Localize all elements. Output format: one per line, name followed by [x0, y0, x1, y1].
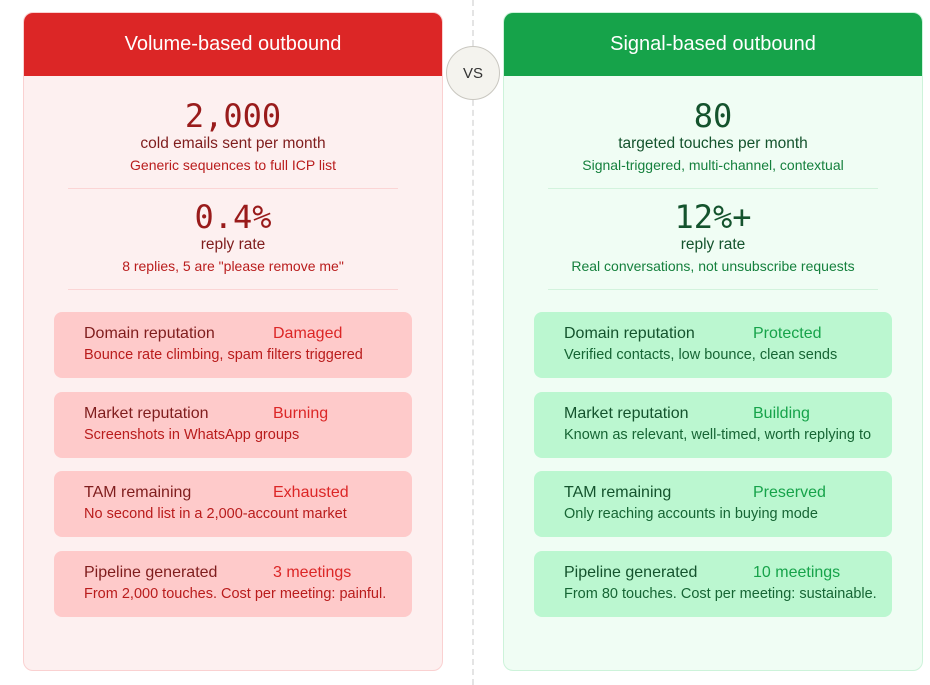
metric-description: Known as relevant, well-timed, worth rep…	[564, 426, 872, 443]
metric-description: No second list in a 2,000-account market	[84, 506, 347, 522]
stat-label: targeted touches per month	[618, 135, 808, 152]
stat-subtext: Signal-triggered, multi-channel, context…	[582, 157, 844, 173]
metric-status: Exhausted	[273, 484, 349, 501]
stat-subtext: Real conversations, not unsubscribe requ…	[571, 258, 855, 274]
metric-status: Protected	[753, 325, 822, 342]
metric-description: From 80 touches. Cost per meeting: susta…	[564, 585, 877, 602]
stat-value: 2,000	[184, 97, 282, 135]
stat-subtext: Generic sequences to full ICP list	[130, 157, 336, 173]
metric-description: Screenshots in WhatsApp groups	[84, 426, 300, 443]
metric-title: Market reputation	[564, 404, 689, 422]
metric-card: Market reputation Building Known as rele…	[534, 391, 892, 458]
metric-status: 10 meetings	[753, 563, 841, 581]
stat-divider	[548, 289, 878, 290]
signal-based-panel: Signal-based outbound 80 targeted touche…	[503, 12, 923, 671]
stat-value: 0.4%	[194, 198, 272, 236]
stat-block: 12%+ reply rate Real conversations, not …	[504, 189, 922, 290]
metric-cards: Domain reputation Damaged Bounce rate cl…	[24, 290, 442, 617]
stat-divider	[68, 289, 398, 290]
stat-divider	[68, 188, 398, 189]
stat-label: cold emails sent per month	[140, 135, 326, 152]
stat-block: 0.4% reply rate 8 replies, 5 are "please…	[24, 189, 442, 290]
metric-cards: Domain reputation Protected Verified con…	[504, 290, 922, 617]
metric-status: Damaged	[273, 325, 343, 342]
metric-title: TAM remaining	[564, 484, 672, 501]
metric-card: Domain reputation Damaged Bounce rate cl…	[54, 312, 412, 378]
metric-status: Preserved	[753, 484, 826, 501]
metric-title: TAM remaining	[84, 484, 192, 501]
metric-card: Market reputation Burning Screenshots in…	[54, 391, 412, 458]
metric-title: Market reputation	[84, 404, 209, 422]
panel-title: Signal-based outbound	[504, 13, 922, 76]
metric-title: Domain reputation	[564, 325, 695, 342]
metric-card: TAM remaining Preserved Only reaching ac…	[534, 471, 892, 537]
metric-status: Burning	[273, 404, 329, 422]
stat-label: reply rate	[680, 236, 746, 253]
metric-card: Domain reputation Protected Verified con…	[534, 312, 892, 378]
metric-description: Bounce rate climbing, spam filters trigg…	[84, 347, 363, 363]
stat-subtext: 8 replies, 5 are "please remove me"	[122, 258, 344, 274]
volume-based-panel: Volume-based outbound 2,000 cold emails …	[23, 12, 443, 671]
metric-card: Pipeline generated 3 meetings From 2,000…	[54, 550, 412, 617]
panel-title: Volume-based outbound	[24, 13, 442, 76]
metric-description: Only reaching accounts in buying mode	[564, 506, 818, 522]
stat-divider	[548, 188, 878, 189]
metric-card: Pipeline generated 10 meetings From 80 t…	[534, 550, 892, 617]
metric-title: Pipeline generated	[564, 563, 698, 581]
metric-title: Pipeline generated	[84, 563, 218, 581]
metric-card: TAM remaining Exhausted No second list i…	[54, 471, 412, 537]
stat-label: reply rate	[200, 236, 266, 253]
stat-block: 80 targeted touches per month Signal-tri…	[504, 76, 922, 189]
metric-description: Verified contacts, low bounce, clean sen…	[564, 347, 838, 363]
metric-status: Building	[753, 404, 810, 422]
metric-description: From 2,000 touches. Cost per meeting: pa…	[84, 585, 387, 602]
metric-status: 3 meetings	[273, 563, 352, 581]
stat-block: 2,000 cold emails sent per month Generic…	[24, 76, 442, 189]
stat-value: 80	[693, 97, 733, 135]
metric-title: Domain reputation	[84, 325, 215, 342]
vs-badge: VS	[446, 46, 500, 100]
stat-value: 12%+	[674, 198, 752, 236]
center-divider	[472, 0, 474, 685]
